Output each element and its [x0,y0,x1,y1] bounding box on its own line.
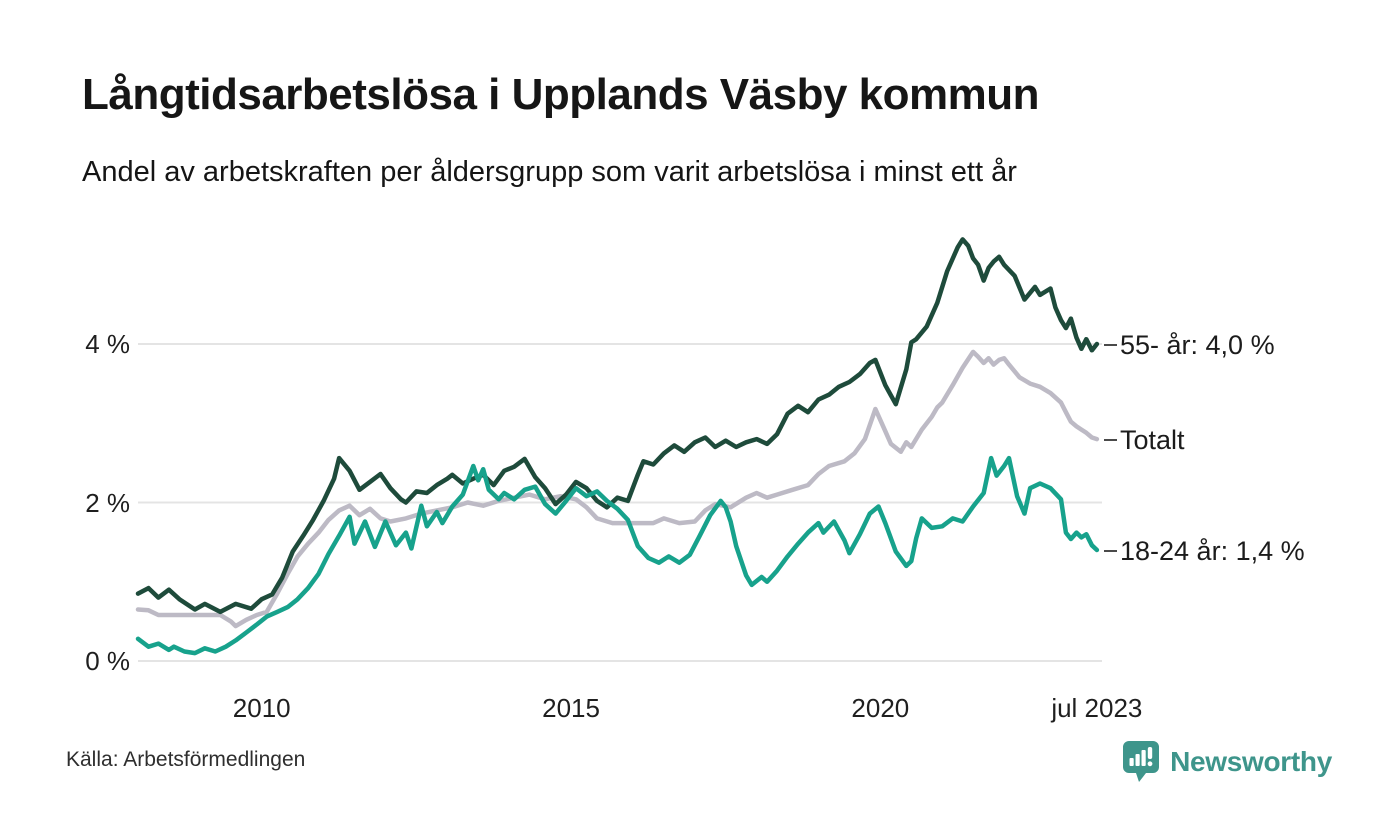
page-subtitle: Andel av arbetskraften per åldersgrupp s… [82,156,1017,188]
brand-name: Newsworthy [1170,746,1332,777]
series-line-totalt [135,349,1100,629]
series-line-55-r [135,237,1100,615]
page-title: Långtidsarbetslösa i Upplands Väsby komm… [82,70,1040,119]
brand-logo: Newsworthy [1122,740,1332,784]
series-line-18-24-r [135,455,1100,656]
source-note: Källa: Arbetsförmedlingen [66,748,306,771]
newsworthy-icon [1123,741,1160,782]
